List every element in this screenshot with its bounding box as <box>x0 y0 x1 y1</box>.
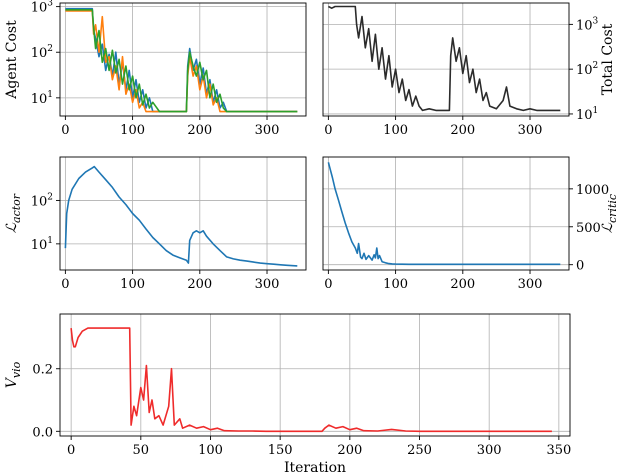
y-tick-label: 103 <box>576 16 599 33</box>
agent-cost-panel: 0 100 200 300 101 102 103 Agent Cost <box>4 0 307 138</box>
x-tick-label: 0 <box>61 123 69 138</box>
y-tick-label: 101 <box>576 106 598 123</box>
x-tick-label: 200 <box>450 277 475 292</box>
x-tick-label: 100 <box>120 123 145 138</box>
x-tick-label: 0 <box>324 277 332 292</box>
y-tick-label: 103 <box>31 0 54 16</box>
actor-loss-series-0 <box>64 165 298 267</box>
agent-cost-series-2 <box>65 9 298 113</box>
total-cost-frame <box>322 2 570 117</box>
x-tick-label: 150 <box>268 443 293 458</box>
y-tick-label: 102 <box>31 44 53 61</box>
violation-frame <box>59 313 571 437</box>
x-tick-label: 100 <box>383 277 408 292</box>
x-tick-label: 300 <box>518 277 543 292</box>
x-tick-label: 0 <box>61 277 69 292</box>
x-tick-label: 0 <box>324 123 332 138</box>
x-tick-label: 300 <box>255 123 280 138</box>
x-tick-label: 300 <box>477 443 502 458</box>
y-tick-label: 500 <box>576 221 601 236</box>
x-tick-label: 100 <box>383 123 408 138</box>
x-tick-label: 0 <box>67 443 75 458</box>
x-tick-label: 300 <box>518 123 543 138</box>
actor-loss-frame <box>59 156 307 271</box>
y-tick-label: 102 <box>31 192 53 209</box>
agent-cost-series-1 <box>65 10 298 113</box>
total-cost-ylabel: Total Cost <box>600 23 616 95</box>
y-tick-label: 102 <box>576 61 598 78</box>
x-tick-label: 100 <box>198 443 223 458</box>
agent-cost-series-0 <box>65 7 298 113</box>
x-tick-label: 250 <box>407 443 432 458</box>
y-tick-label: 101 <box>31 236 53 253</box>
violation-series-0 <box>70 327 552 433</box>
y-tick-label: 0 <box>576 259 584 274</box>
y-tick-label: 0.0 <box>32 425 53 440</box>
x-tick-label: 50 <box>133 443 150 458</box>
x-tick-label: 200 <box>187 277 212 292</box>
y-tick-label: 0.2 <box>32 363 53 378</box>
actor-loss-ylabel: ℒactor <box>4 193 23 233</box>
total-cost-series-0 <box>328 5 561 112</box>
critic-loss-frame <box>322 156 570 271</box>
x-tick-label: 200 <box>337 443 362 458</box>
x-tick-label: 350 <box>546 443 571 458</box>
x-tick-label: 200 <box>450 123 475 138</box>
critic-loss-series-0 <box>327 162 561 266</box>
x-tick-label: 300 <box>255 277 280 292</box>
violation-ylabel: Vvio <box>4 361 23 388</box>
violation-xlabel: Iteration <box>284 460 346 476</box>
actor-loss-panel: 0 100 200 300 101 102 ℒactor <box>4 156 307 292</box>
y-tick-label: 1000 <box>576 183 609 198</box>
violation-panel: 0 50 100 150 200 250 300 350 0.0 0.2 Vvio Iteration <box>4 313 571 476</box>
x-tick-label: 200 <box>187 123 212 138</box>
x-tick-label: 100 <box>120 277 145 292</box>
agent-cost-frame <box>59 2 307 117</box>
y-tick-label: 101 <box>31 90 53 107</box>
agent-cost-ylabel: Agent Cost <box>4 20 20 100</box>
critic-loss-ylabel: ℒcritic <box>600 194 619 233</box>
